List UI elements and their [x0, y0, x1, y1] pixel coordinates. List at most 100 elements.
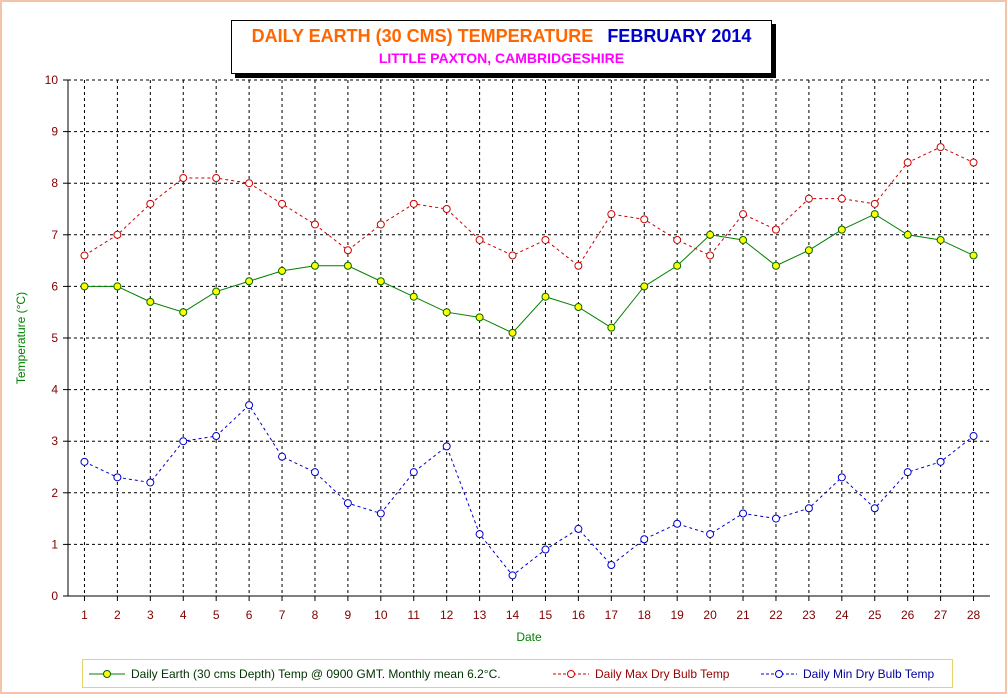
- x-tick-label: 19: [670, 608, 684, 622]
- series-earth-point: [640, 282, 649, 291]
- series-earth-point: [212, 287, 221, 296]
- series-earth-point: [739, 235, 748, 244]
- series-earth-point: [278, 266, 287, 275]
- series-min-point: [936, 457, 945, 466]
- x-tick-label: 23: [802, 608, 816, 622]
- chart-title-main: DAILY EARTH (30 CMS) TEMPERATURE: [251, 26, 594, 46]
- series-max-point: [508, 251, 517, 260]
- series-earth-point: [146, 297, 155, 306]
- legend-earth-label: Daily Earth (30 cms Depth) Temp @ 0900 G…: [131, 666, 501, 681]
- series-min-point: [804, 504, 813, 513]
- series-max-point: [936, 143, 945, 152]
- series-max-point: [607, 210, 616, 219]
- series-min-point: [310, 468, 319, 477]
- series-earth-point: [376, 277, 385, 286]
- series-max-point: [212, 174, 221, 183]
- legend-item-earth: Daily Earth (30 cms Depth) Temp @ 0900 G…: [87, 660, 501, 687]
- series-earth-point: [903, 230, 912, 239]
- series-max-point: [673, 235, 682, 244]
- series-max-point: [969, 158, 978, 167]
- x-tick-label: 16: [572, 608, 586, 622]
- series-min-point: [475, 530, 484, 539]
- series-min-line: [84, 404, 974, 577]
- y-tick-label: 0: [51, 589, 58, 603]
- series-earth-point: [343, 261, 352, 270]
- series-max-point: [739, 210, 748, 219]
- series-min-point: [673, 519, 682, 528]
- x-tick-label: 9: [345, 608, 352, 622]
- y-tick-label: 1: [51, 537, 58, 551]
- series-min-point: [837, 473, 846, 482]
- x-tick-label: 14: [506, 608, 520, 622]
- x-tick-label: 15: [539, 608, 553, 622]
- series-earth-point: [771, 261, 780, 270]
- series-min-point: [146, 478, 155, 487]
- series-min-point: [343, 499, 352, 508]
- series-max-point: [376, 220, 385, 229]
- series-min-point: [607, 561, 616, 570]
- series-min-point: [212, 432, 221, 441]
- series-max-point: [804, 194, 813, 203]
- x-tick-label: 13: [473, 608, 487, 622]
- x-tick-label: 17: [605, 608, 619, 622]
- x-tick-label: 24: [835, 608, 849, 622]
- x-tick-label: 12: [440, 608, 454, 622]
- series-max-point: [574, 261, 583, 270]
- y-tick-label: 6: [51, 279, 58, 293]
- series-earth-point: [804, 246, 813, 255]
- series-earth-point: [80, 282, 89, 291]
- series-min-point: [376, 509, 385, 518]
- series-earth-point: [442, 308, 451, 317]
- series-max-point: [475, 235, 484, 244]
- series-max-point: [706, 251, 715, 260]
- legend-max-swatch-icon: [553, 669, 589, 678]
- chart-title-box: DAILY EARTH (30 CMS) TEMPERATURE FEBRUARY…: [231, 20, 772, 74]
- x-tick-label: 4: [180, 608, 187, 622]
- series-max-line: [84, 146, 974, 267]
- series-max-point: [640, 215, 649, 224]
- legend: Daily Earth (30 cms Depth) Temp @ 0900 G…: [82, 659, 953, 688]
- series-min-point: [541, 545, 550, 554]
- x-tick-label: 10: [374, 608, 388, 622]
- legend-max-label: Daily Max Dry Bulb Temp: [595, 666, 730, 681]
- series-max-point: [146, 199, 155, 208]
- series-min-point: [640, 535, 649, 544]
- series-min-point: [278, 452, 287, 461]
- series-earth-point: [870, 210, 879, 219]
- series-earth-point: [475, 313, 484, 322]
- legend-min-swatch-icon: [761, 669, 797, 678]
- x-tick-label: 2: [114, 608, 121, 622]
- series-min-point: [508, 571, 517, 580]
- series-earth-point: [245, 277, 254, 286]
- series-max-point: [870, 199, 879, 208]
- legend-item-min: Daily Min Dry Bulb Temp: [759, 660, 934, 687]
- y-axis-title: Temperature (°C): [14, 292, 28, 384]
- series-min-point: [969, 432, 978, 441]
- series-earth-point: [409, 292, 418, 301]
- y-tick-label: 8: [51, 176, 58, 190]
- series-earth-point: [310, 261, 319, 270]
- series-earth-point: [574, 303, 583, 312]
- legend-item-max: Daily Max Dry Bulb Temp: [551, 660, 729, 687]
- series-max-point: [837, 194, 846, 203]
- chart-title: DAILY EARTH (30 CMS) TEMPERATURE FEBRUARY…: [232, 26, 771, 47]
- x-tick-label: 5: [213, 608, 220, 622]
- series-earth-point: [706, 230, 715, 239]
- series-min-point: [179, 437, 188, 446]
- series-min-point: [706, 530, 715, 539]
- series-min-point: [442, 442, 451, 451]
- series-min-point: [80, 457, 89, 466]
- y-tick-label: 10: [45, 73, 59, 87]
- x-tick-label: 22: [769, 608, 783, 622]
- chart-title-month: FEBRUARY 2014: [607, 26, 752, 46]
- series-earth-point: [673, 261, 682, 270]
- series-earth-point: [541, 292, 550, 301]
- x-tick-label: 28: [967, 608, 981, 622]
- x-tick-label: 11: [408, 608, 421, 622]
- x-tick-label: 1: [81, 608, 88, 622]
- series-min-point: [113, 473, 122, 482]
- series-max-point: [343, 246, 352, 255]
- y-tick-label: 7: [51, 228, 58, 242]
- x-axis-title: Date: [516, 630, 542, 644]
